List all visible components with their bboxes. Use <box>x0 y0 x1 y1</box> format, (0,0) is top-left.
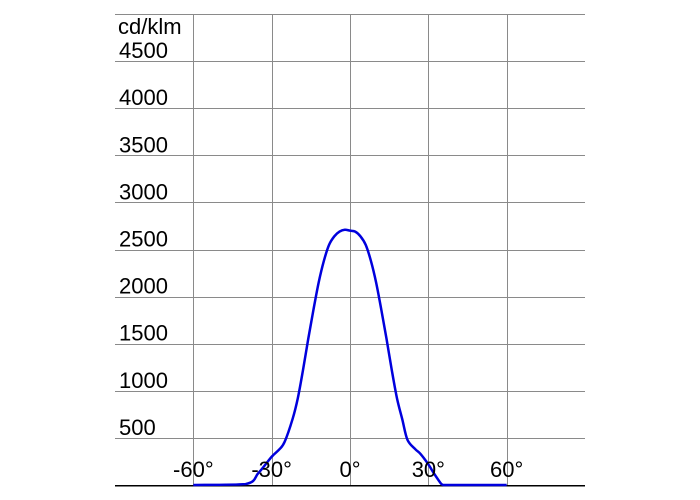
y-tick-label: 4000 <box>119 85 168 110</box>
y-axis-unit-label: cd/klm <box>118 14 182 39</box>
grid <box>115 14 585 485</box>
x-tick-label: 60° <box>490 457 523 482</box>
x-tick-label: -30° <box>251 457 292 482</box>
x-tick-label: 30° <box>412 457 445 482</box>
y-tick-label: 3000 <box>119 179 168 204</box>
y-tick-label: 1000 <box>119 368 168 393</box>
x-tick-label: 0° <box>339 457 360 482</box>
y-tick-label: 500 <box>119 415 156 440</box>
y-tick-label: 3500 <box>119 132 168 157</box>
y-tick-label: 4500 <box>119 38 168 63</box>
y-tick-label: 2500 <box>119 227 168 252</box>
y-tick-label: 2000 <box>119 274 168 299</box>
intensity-curve <box>193 228 507 487</box>
series-layer <box>193 228 507 487</box>
tick-labels: 500 1000 1500 2000 2500 3000 3500 4000 4500 -60° -… <box>119 38 523 482</box>
x-tick-label: -60° <box>173 457 214 482</box>
y-tick-label: 1500 <box>119 321 168 346</box>
